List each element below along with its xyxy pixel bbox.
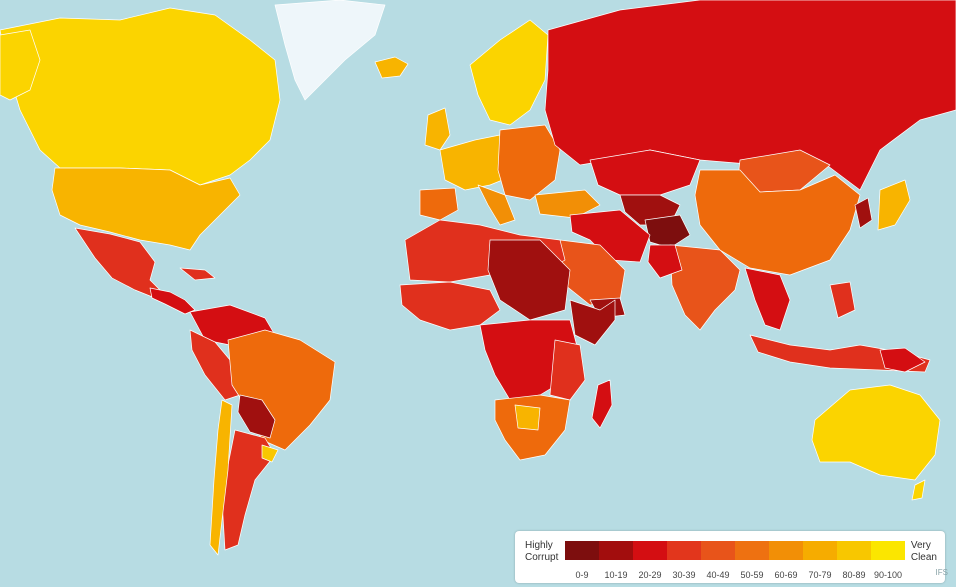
- region-uruguay[interactable]: [261, 444, 279, 463]
- region-madagascar[interactable]: [591, 379, 613, 429]
- legend-color-bar: [565, 541, 905, 560]
- region-bolivia-paraguay[interactable]: [237, 394, 276, 439]
- region-turkey[interactable]: [534, 189, 601, 219]
- legend-swatch: [667, 541, 701, 560]
- legend: Highly Corrupt 0-9 10-19 20-29 30-39 40-49 50…: [515, 531, 945, 583]
- legend-tick-label: 50-59: [740, 570, 764, 580]
- region-peru-ecuador[interactable]: [189, 329, 241, 401]
- region-iberia[interactable]: [419, 187, 459, 221]
- legend-swatch: [837, 541, 871, 560]
- region-china[interactable]: [694, 169, 861, 276]
- region-usa[interactable]: [51, 167, 241, 251]
- legend-swatch: [599, 541, 633, 560]
- legend-swatch: [633, 541, 667, 560]
- region-greenland: [274, 0, 386, 101]
- region-east-africa[interactable]: [549, 339, 586, 401]
- region-afghanistan[interactable]: [644, 214, 691, 249]
- region-alaska[interactable]: [0, 29, 41, 101]
- legend-swatch: [565, 541, 599, 560]
- region-caribbean[interactable]: [179, 267, 216, 281]
- legend-label-very-clean: Very Clean: [910, 540, 937, 563]
- legend-tick-label: 80-89: [842, 570, 866, 580]
- region-new-zealand[interactable]: [911, 479, 926, 501]
- legend-swatch: [701, 541, 735, 560]
- region-australia[interactable]: [811, 384, 941, 481]
- credit-text: IFS: [935, 568, 948, 577]
- legend-tick-label: 70-79: [808, 570, 832, 580]
- region-scandinavia[interactable]: [469, 19, 549, 126]
- region-italy-balkans[interactable]: [477, 184, 516, 226]
- legend-tick-label: 10-19: [604, 570, 628, 580]
- region-horn-of-africa[interactable]: [569, 299, 616, 346]
- region-iceland[interactable]: [374, 56, 409, 79]
- legend-tick-label: 0-9: [575, 570, 589, 580]
- region-philippines[interactable]: [829, 281, 856, 319]
- legend-tick-label: 40-49: [706, 570, 730, 580]
- region-japan[interactable]: [877, 179, 911, 231]
- region-libya-sudan[interactable]: [487, 239, 571, 321]
- legend-swatch: [803, 541, 837, 560]
- legend-swatch: [735, 541, 769, 560]
- region-botswana[interactable]: [514, 404, 541, 431]
- region-eastern-europe[interactable]: [497, 124, 561, 201]
- legend-tick-label: 60-69: [774, 570, 798, 580]
- region-canada[interactable]: [0, 7, 281, 186]
- legend-tick-label: 20-29: [638, 570, 662, 580]
- legend-ticks: 0-9 10-19 20-29 30-39 40-49 50-59 60-69 70-79 80…: [565, 570, 905, 580]
- region-southeast-asia[interactable]: [744, 267, 791, 331]
- region-uk-ireland[interactable]: [424, 107, 451, 151]
- region-papua-new-guinea[interactable]: [879, 347, 926, 373]
- legend-label-highly-corrupt: Highly Corrupt: [525, 540, 559, 563]
- region-korea[interactable]: [854, 197, 873, 229]
- region-chile[interactable]: [209, 399, 233, 556]
- legend-swatch: [769, 541, 803, 560]
- legend-tick-label: 30-39: [672, 570, 696, 580]
- region-kazakhstan[interactable]: [589, 149, 701, 196]
- region-india[interactable]: [669, 244, 741, 331]
- legend-tick-label: 90-100: [873, 570, 903, 580]
- region-russia[interactable]: [544, 0, 956, 191]
- legend-swatch: [871, 541, 905, 560]
- region-iran-iraq[interactable]: [569, 209, 651, 263]
- region-pakistan[interactable]: [647, 244, 683, 279]
